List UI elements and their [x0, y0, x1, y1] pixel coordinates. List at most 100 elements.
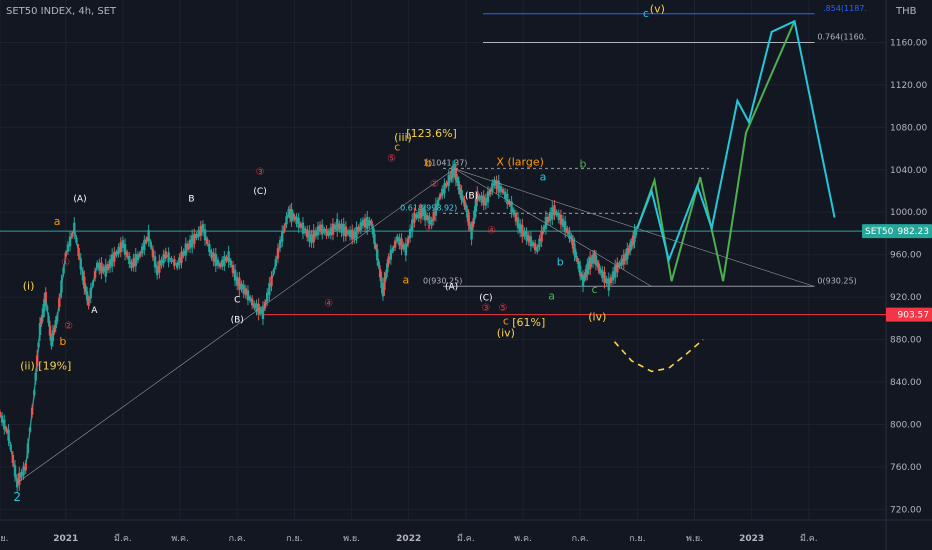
candle-body [115, 251, 118, 256]
wave-label: ④ [324, 299, 333, 310]
candle-body [576, 258, 579, 262]
candle-body [151, 249, 155, 258]
candle-body [153, 256, 157, 268]
candle-body [596, 261, 599, 266]
candle-body [301, 222, 305, 234]
x-tick-label: 2022 [396, 534, 421, 544]
candle-body [577, 261, 580, 269]
y-tick-label: 960.00 [890, 251, 922, 261]
wave-label: ② [64, 321, 73, 332]
wave-label: c [394, 141, 400, 154]
candle-body [561, 218, 565, 227]
candle-body [41, 308, 45, 318]
candle-body [436, 199, 440, 206]
candle-body [182, 250, 185, 256]
candle-body [525, 231, 528, 241]
candle-body [351, 229, 354, 240]
candle-body [443, 183, 446, 194]
candle-body [478, 195, 481, 200]
candle-body [348, 229, 352, 237]
wave-label: c [643, 7, 649, 20]
candle-body [287, 209, 290, 216]
candle-body [359, 222, 363, 231]
candle-body [18, 472, 21, 485]
candle-body [461, 196, 465, 201]
candle-body [598, 268, 602, 274]
candle-body [493, 179, 496, 186]
candle-body [0, 415, 4, 423]
wave-label: (iv) [588, 310, 606, 323]
candle-body [501, 189, 505, 194]
candle-body [130, 262, 133, 269]
candle-body [164, 251, 167, 259]
candle-body [555, 211, 558, 216]
candle-body [590, 258, 593, 265]
candle-body [458, 187, 462, 195]
candle-body [201, 224, 205, 233]
y-tick-label: 1120.00 [890, 81, 927, 91]
candle-body [216, 259, 220, 266]
wave-label: (A) [445, 283, 458, 293]
candle-body [563, 221, 567, 233]
candle-body [607, 278, 610, 291]
candle-body [373, 233, 376, 244]
candle-body [581, 275, 585, 287]
y-tick-label: 1000.00 [890, 208, 927, 218]
candle-body [312, 230, 315, 243]
x-tick-label: พ.ค. [171, 534, 189, 544]
candle-body [79, 258, 82, 270]
candle-body [102, 266, 105, 272]
candle-body [402, 244, 405, 250]
candle-body [346, 230, 350, 235]
candle-body [285, 216, 288, 225]
candle-body [170, 258, 173, 262]
candle-body [26, 443, 30, 454]
wave-label: (i) [23, 280, 35, 293]
candle-body [24, 463, 27, 471]
candle-body [499, 185, 503, 192]
candle-body [321, 224, 324, 235]
candle-body [474, 199, 478, 212]
candle-body [508, 200, 511, 205]
candle-body [60, 280, 63, 293]
candle-body [218, 263, 222, 268]
candle-body [336, 218, 339, 231]
candle-body [58, 297, 61, 307]
candle-body [11, 454, 15, 463]
candle-body [44, 292, 47, 303]
candle-body [523, 230, 526, 237]
wave-label: [61%] [512, 316, 545, 329]
projection-arc [613, 338, 704, 373]
candle-body [626, 248, 629, 260]
candle-body [633, 230, 636, 243]
candle-body [314, 230, 318, 237]
x-tick-label: มี.ค. [800, 533, 818, 544]
wave-label: [123.6%] [406, 127, 457, 140]
candle-body [62, 267, 65, 274]
candle-body [30, 407, 34, 415]
candle-body [491, 183, 494, 192]
y-tick-label: 1040.00 [890, 166, 927, 176]
candle-body [231, 265, 235, 274]
candle-body [518, 223, 522, 233]
candle-body [158, 260, 161, 273]
candle-body [497, 180, 500, 193]
candle-body [100, 262, 103, 274]
x-tick-label: พ.ย. [343, 534, 360, 544]
candle-body [542, 226, 545, 232]
candle-body [0, 411, 2, 416]
candle-body [143, 240, 146, 251]
wave-label: a [665, 0, 672, 3]
candle-body [290, 208, 293, 221]
candle-body [195, 234, 198, 239]
candle-body [266, 292, 269, 302]
candle-body [318, 224, 322, 232]
candle-body [323, 228, 326, 233]
candle-body [467, 214, 470, 226]
candle-body [411, 219, 414, 232]
fib-1-line-label: 1(1041.37) [423, 158, 467, 167]
candle-body [110, 254, 114, 267]
wave-label: b [580, 158, 587, 171]
candle-body [400, 238, 403, 250]
